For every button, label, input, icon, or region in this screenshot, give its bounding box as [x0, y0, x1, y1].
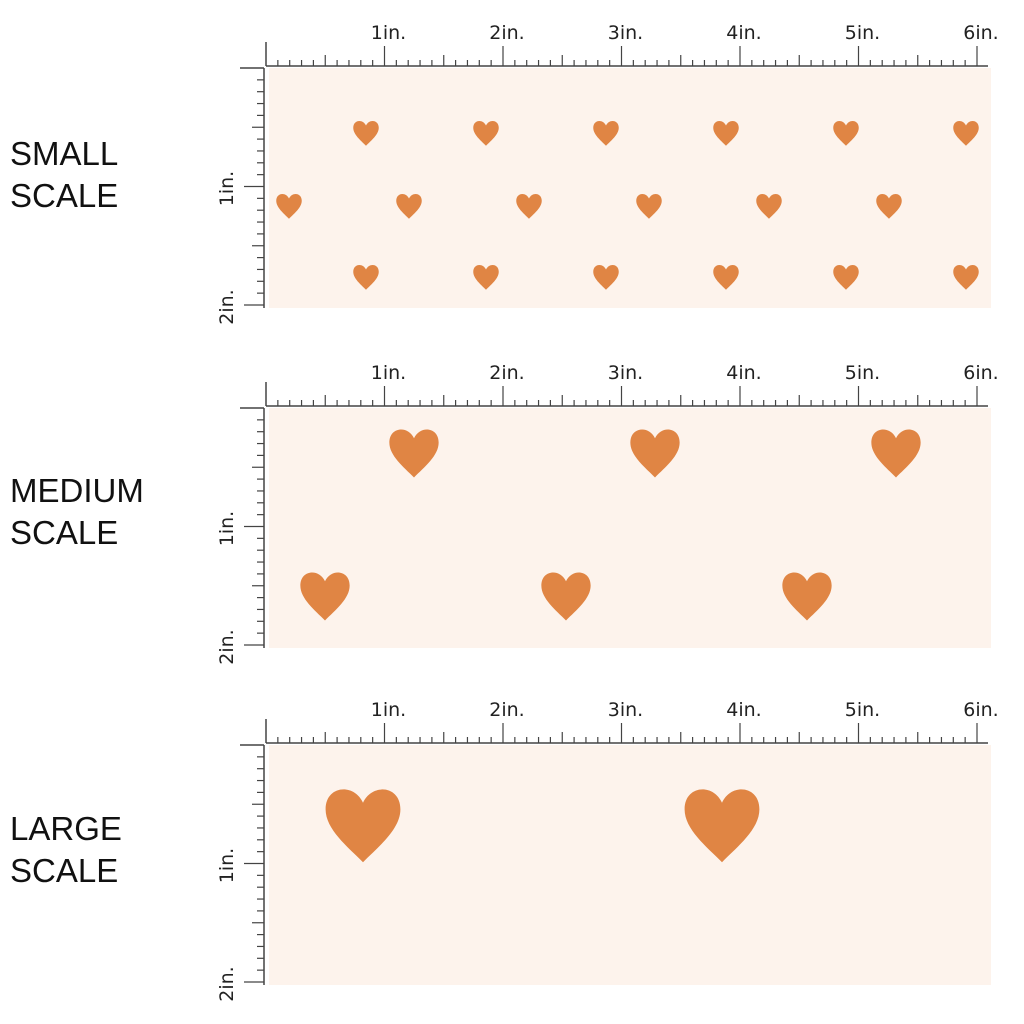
heart-pattern — [300, 429, 921, 621]
pattern-panel-1: 1in. 2in. 3in. 4in. 5in. 6in. 1in. 2in. — [216, 22, 999, 325]
ruler-inch-label: 6in. — [963, 22, 998, 44]
heart-icon — [593, 264, 619, 290]
fabric-swatch — [269, 408, 991, 648]
ruler-inch-label: 1in. — [216, 848, 238, 883]
horizontal-ruler: 1in. 2in. 3in. 4in. 5in. 6in. — [265, 22, 999, 67]
vertical-ruler: 1in. 2in. — [216, 407, 265, 665]
scale-label-line2: SCALE — [10, 514, 119, 551]
ruler-inch-label: 1in. — [371, 22, 406, 44]
ruler-inch-label: 4in. — [726, 362, 761, 384]
heart-icon — [473, 120, 499, 146]
ruler-inch-label: 2in. — [216, 966, 238, 1001]
pattern-panel-3: 1in. 2in. 3in. 4in. 5in. 6in. 1in. 2in. — [216, 699, 999, 1002]
heart-icon — [782, 572, 832, 621]
heart-icon — [630, 429, 680, 478]
ruler-inch-label: 3in. — [608, 699, 643, 721]
ruler-inch-label: 5in. — [845, 22, 880, 44]
scale-label-line2: SCALE — [10, 852, 119, 889]
fabric-swatch — [269, 745, 991, 985]
heart-pattern — [325, 789, 760, 863]
heart-icon — [541, 572, 591, 621]
ruler-inch-label: 3in. — [608, 362, 643, 384]
scale-label-large: LARGE SCALE — [10, 808, 122, 892]
heart-icon — [396, 193, 422, 219]
heart-icon — [300, 572, 350, 621]
ruler-inch-label: 2in. — [216, 629, 238, 664]
heart-icon — [833, 264, 859, 290]
vertical-ruler: 1in. 2in. — [216, 744, 265, 1002]
scale-label-line1: SMALL — [10, 135, 119, 172]
scale-label-line1: MEDIUM — [10, 472, 144, 509]
heart-icon — [593, 120, 619, 146]
ruler-inch-label: 1in. — [371, 362, 406, 384]
heart-icon — [389, 429, 439, 478]
ruler-inch-label: 6in. — [963, 699, 998, 721]
ruler-inch-label: 5in. — [845, 362, 880, 384]
scale-label-line2: SCALE — [10, 177, 119, 214]
heart-icon — [953, 264, 979, 290]
ruler-inch-label: 4in. — [726, 699, 761, 721]
ruler-inch-label: 1in. — [216, 171, 238, 206]
horizontal-ruler: 1in. 2in. 3in. 4in. 5in. 6in. — [265, 362, 999, 407]
heart-icon — [636, 193, 662, 219]
heart-icon — [325, 789, 401, 863]
horizontal-ruler: 1in. 2in. 3in. 4in. 5in. 6in. — [265, 699, 999, 744]
heart-icon — [876, 193, 902, 219]
heart-icon — [684, 789, 760, 863]
heart-icon — [516, 193, 542, 219]
ruler-inch-label: 6in. — [963, 362, 998, 384]
heart-icon — [353, 264, 379, 290]
heart-icon — [276, 193, 302, 219]
heart-icon — [953, 120, 979, 146]
ruler-inch-label: 3in. — [608, 22, 643, 44]
ruler-inch-label: 1in. — [371, 699, 406, 721]
scale-label-medium: MEDIUM SCALE — [10, 470, 144, 554]
heart-icon — [833, 120, 859, 146]
ruler-inch-label: 2in. — [489, 22, 524, 44]
heart-icon — [713, 120, 739, 146]
pattern-panel-2: 1in. 2in. 3in. 4in. 5in. 6in. 1in. 2in. — [216, 362, 999, 665]
scale-label-line1: LARGE — [10, 810, 122, 847]
ruler-inch-label: 2in. — [489, 699, 524, 721]
ruler-inch-label: 2in. — [216, 289, 238, 324]
fabric-swatch — [269, 68, 991, 308]
heart-pattern — [276, 120, 979, 290]
ruler-inch-label: 1in. — [216, 511, 238, 546]
scale-label-small: SMALL SCALE — [10, 133, 118, 217]
ruler-inch-label: 5in. — [845, 699, 880, 721]
vertical-ruler: 1in. 2in. — [216, 67, 265, 325]
heart-icon — [756, 193, 782, 219]
ruler-inch-label: 2in. — [489, 362, 524, 384]
heart-icon — [713, 264, 739, 290]
heart-icon — [353, 120, 379, 146]
heart-icon — [473, 264, 499, 290]
ruler-inch-label: 4in. — [726, 22, 761, 44]
heart-icon — [871, 429, 921, 478]
